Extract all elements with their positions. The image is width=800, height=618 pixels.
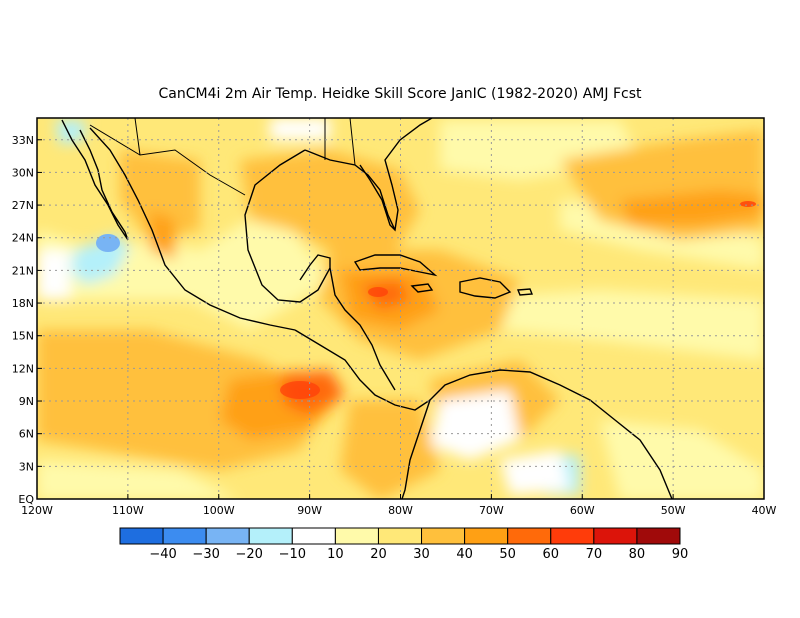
colorbar-swatch	[162, 527, 207, 545]
colorbar-label: 70	[586, 547, 603, 562]
x-tick-label: 120W	[21, 504, 53, 517]
colorbar-swatch	[334, 527, 379, 545]
y-tick-label: 12N	[12, 362, 34, 375]
x-tick-label: 70W	[479, 504, 504, 517]
coastlines	[37, 118, 673, 499]
grid-lines	[37, 118, 764, 499]
x-tick-label: 50W	[661, 504, 686, 517]
x-tick-label: 40W	[752, 504, 777, 517]
colorbar-label: 30	[413, 547, 430, 562]
y-tick-label: EQ	[18, 493, 34, 506]
y-tick-label: 24N	[12, 232, 34, 245]
y-tick-label: 6N	[19, 428, 34, 441]
y-tick-label: 18N	[12, 297, 34, 310]
x-tick-label: 90W	[297, 504, 322, 517]
colorbar-swatch	[377, 527, 423, 545]
colorbar-label: −40	[149, 547, 176, 562]
colorbar-label: −10	[279, 547, 306, 562]
colorbar-swatch	[421, 527, 466, 545]
y-tick-label: 30N	[12, 166, 34, 179]
colorbar-label: 10	[327, 547, 344, 562]
skill-score-field	[37, 118, 764, 499]
colorbar-swatch	[550, 527, 595, 545]
colorbar-swatch	[593, 527, 638, 545]
colorbar-swatch	[464, 527, 509, 545]
colorbar-label: 40	[456, 547, 473, 562]
x-tick-label: 60W	[570, 504, 595, 517]
colorbar-label: 90	[672, 547, 689, 562]
y-tick-label: 27N	[12, 199, 34, 212]
colorbar-label: −30	[192, 547, 219, 562]
colorbar-swatch	[205, 527, 250, 545]
colorbar: −40 −30 −20 −10 10 20 30 40 50 60 70 80 90	[119, 527, 689, 562]
colorbar-swatch	[636, 527, 681, 545]
y-tick-label: 9N	[19, 395, 34, 408]
y-tick-label: 3N	[19, 460, 34, 473]
colorbar-label: 60	[542, 547, 559, 562]
colorbar-label: 20	[370, 547, 387, 562]
colorbar-label: 50	[499, 547, 516, 562]
colorbar-label: −20	[236, 547, 263, 562]
y-tick-label: 15N	[12, 330, 34, 343]
colorbar-swatch	[119, 527, 164, 545]
chart-title: CanCM4i 2m Air Temp. Heidke Skill Score …	[158, 86, 642, 102]
colorbar-swatch	[507, 527, 552, 545]
axes: 120W 110W 100W 90W 80W 70W 60W 50W 40W EQ 3N 6N 9N 12…	[12, 134, 777, 517]
y-tick-label: 33N	[12, 134, 34, 147]
colorbar-label: 80	[629, 547, 646, 562]
x-tick-label: 110W	[112, 504, 144, 517]
colorbar-swatch	[291, 527, 336, 545]
x-tick-label: 80W	[388, 504, 413, 517]
colorbar-swatch	[248, 527, 293, 545]
x-tick-label: 100W	[203, 504, 235, 517]
y-tick-label: 21N	[12, 264, 34, 277]
